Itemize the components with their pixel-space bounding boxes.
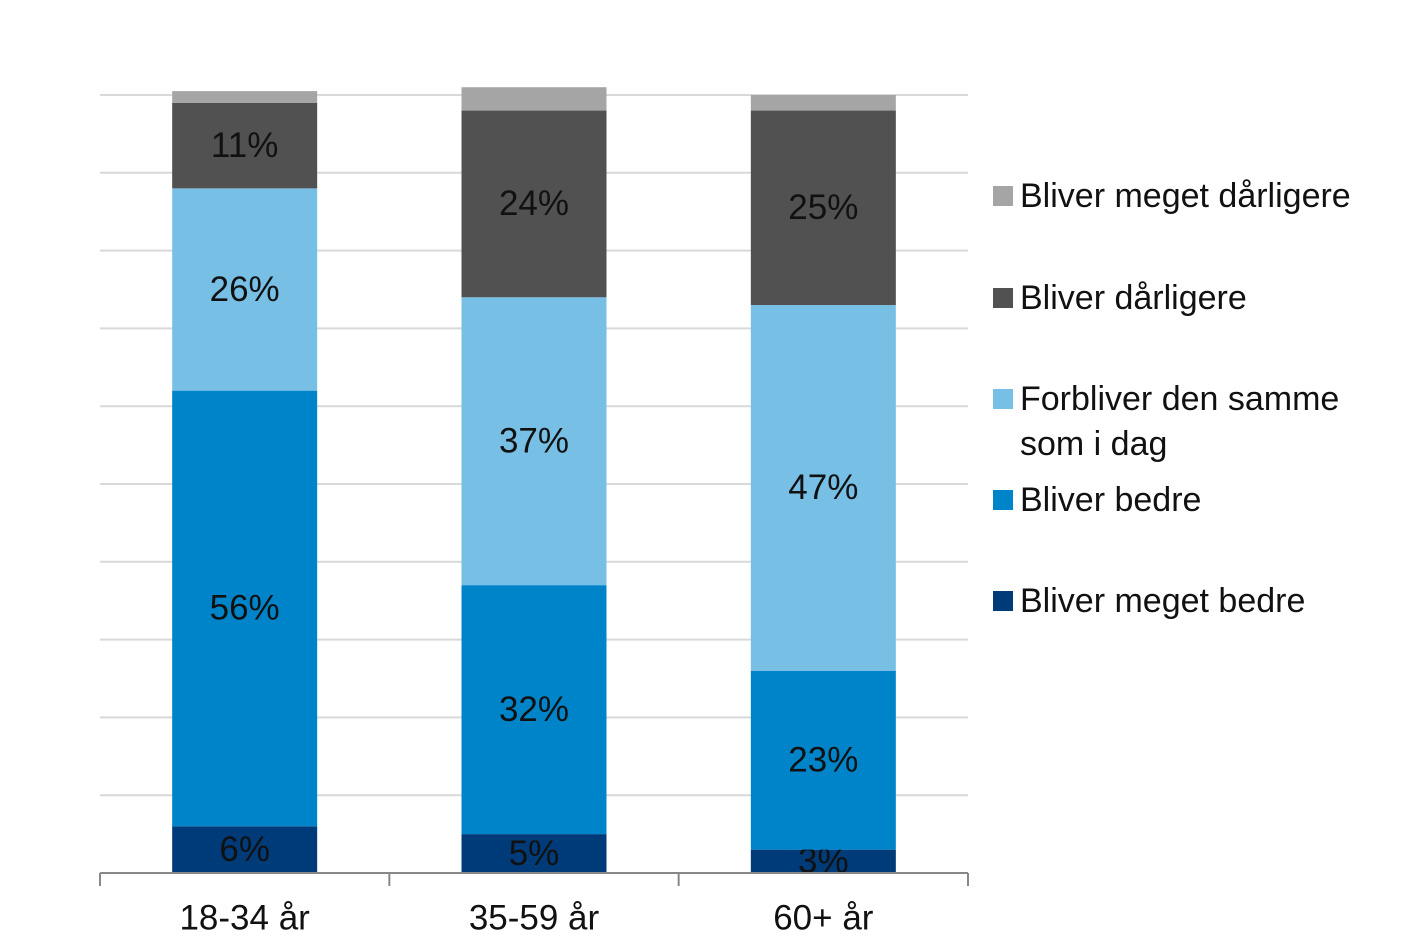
legend-swatch [993,389,1013,409]
bar-segment [172,826,318,873]
value-label: 6% [219,830,270,869]
legend-label: Bliver meget dårligere [1020,177,1351,215]
legend-swatch [993,186,1013,206]
bar-segment [461,87,607,111]
x-tick-label: 60+ år [773,898,874,937]
legend-label: Forbliver den samme som i dag [1020,380,1340,463]
value-label: 37% [499,421,569,460]
legend-swatch [993,490,1013,510]
value-label: 25% [788,188,858,227]
value-label: 26% [210,270,280,309]
bar-segment [461,585,607,835]
legend-label: Bliver meget bedre [1020,582,1306,620]
value-label: 47% [788,468,858,507]
bar-segment [750,670,896,850]
legend-entry: Bliver meget dårligere [993,174,1393,219]
legend-label: Bliver dårligere [1020,279,1247,317]
bar-segment [750,110,896,306]
legend-entry: Bliver meget bedre [993,579,1393,624]
bar-segment [172,188,318,391]
bar-segment [461,297,607,586]
bar-segment [172,390,318,827]
bar-segment [750,95,896,111]
bar-segment [172,102,318,189]
legend-label: Bliver bedre [1020,481,1202,519]
bar-segment [461,110,607,298]
value-label: 56% [210,589,280,628]
value-label: 23% [788,740,858,779]
x-tick-label: 18-34 år [179,898,310,937]
bar-segment [750,305,896,671]
value-label: 5% [509,834,560,873]
x-tick-label: 35-59 år [469,898,600,937]
legend-entry: Bliver bedre [993,478,1393,523]
legend-entry: Bliver dårligere [993,276,1393,321]
value-label: 11% [211,126,278,165]
bar-segment [750,849,896,873]
legend-swatch [993,591,1013,611]
value-label: 32% [499,690,569,729]
bar-segment [461,834,607,873]
legend-swatch [993,288,1013,308]
value-label: 24% [499,184,569,223]
legend-entry: Forbliver den samme som i dag [993,377,1393,467]
bar-segment [172,91,318,103]
